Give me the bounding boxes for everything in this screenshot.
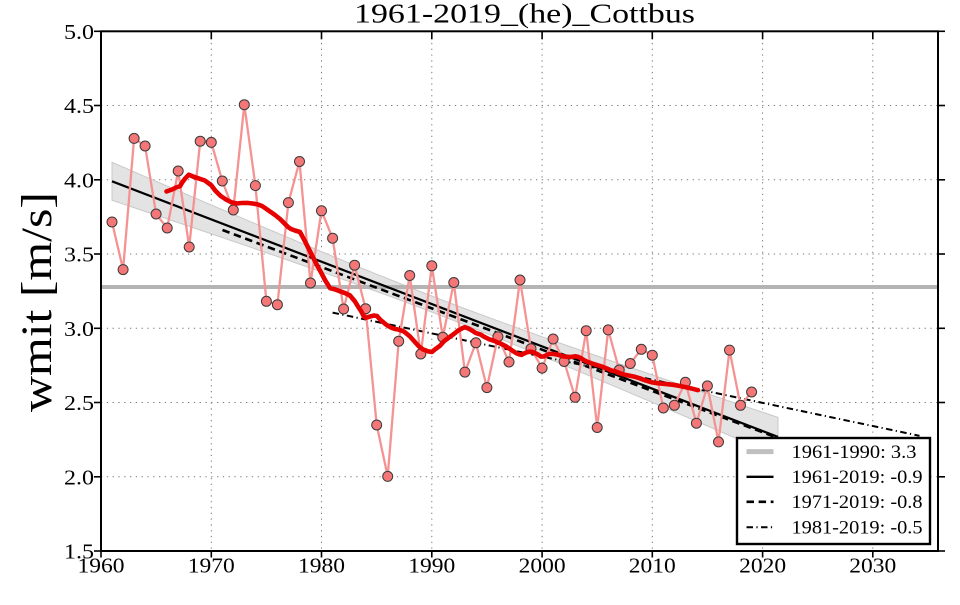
svg-text:3.0: 3.0: [64, 317, 94, 341]
svg-text:1971-2019: -0.8: 1971-2019: -0.8: [792, 492, 923, 513]
svg-text:3.5: 3.5: [64, 243, 94, 267]
svg-text:5.0: 5.0: [64, 20, 94, 44]
svg-text:1970: 1970: [188, 554, 235, 578]
svg-text:1960: 1960: [78, 554, 125, 578]
svg-text:1961-2019_(he)_Cottbus: 1961-2019_(he)_Cottbus: [354, 0, 695, 28]
svg-text:1961-2019: -0.9: 1961-2019: -0.9: [792, 467, 923, 488]
svg-text:2030: 2030: [849, 554, 896, 578]
svg-text:1980: 1980: [298, 554, 345, 578]
svg-text:4.5: 4.5: [64, 94, 94, 118]
svg-text:4.0: 4.0: [64, 168, 94, 192]
svg-text:2.0: 2.0: [64, 465, 94, 489]
svg-text:2000: 2000: [519, 554, 566, 578]
svg-text:1981-2019: -0.5: 1981-2019: -0.5: [792, 518, 923, 539]
svg-text:1961-1990: 3.3: 1961-1990: 3.3: [792, 442, 917, 463]
svg-text:2020: 2020: [739, 554, 786, 578]
svg-text:wmit [m/s]: wmit [m/s]: [14, 192, 61, 412]
svg-text:2.5: 2.5: [64, 391, 94, 415]
svg-text:2010: 2010: [629, 554, 676, 578]
svg-text:1.5: 1.5: [64, 540, 94, 564]
svg-text:1990: 1990: [408, 554, 455, 578]
